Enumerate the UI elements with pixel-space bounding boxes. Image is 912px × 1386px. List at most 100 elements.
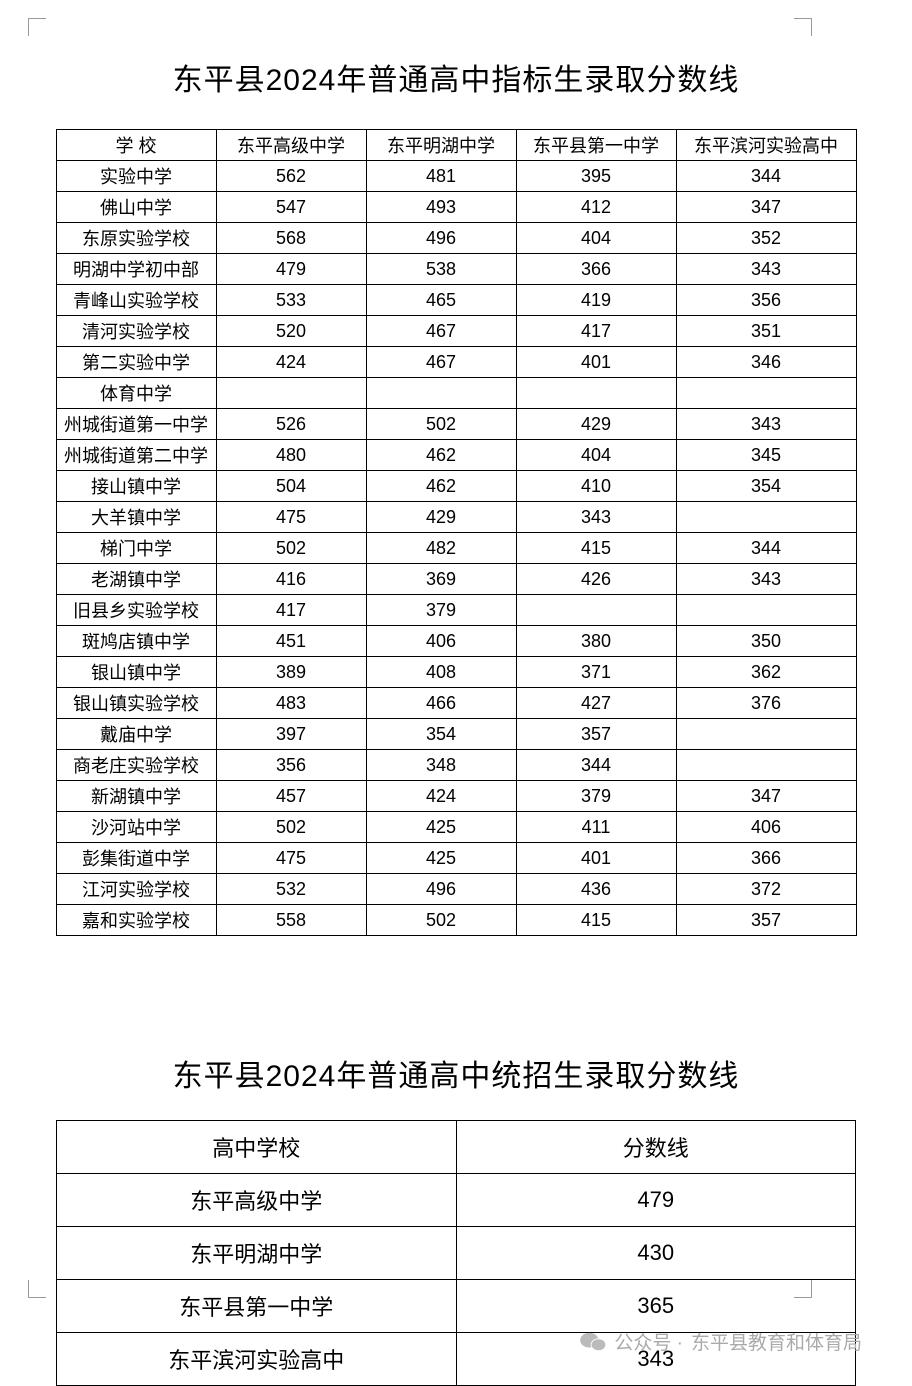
table-cell: 沙河站中学 xyxy=(56,812,216,843)
table-cell: 357 xyxy=(516,719,676,750)
table-cell: 379 xyxy=(366,595,516,626)
table-cell: 475 xyxy=(216,502,366,533)
table-cell: 青峰山实验学校 xyxy=(56,285,216,316)
table-cell: 清河实验学校 xyxy=(56,316,216,347)
table-cell: 366 xyxy=(516,254,676,285)
table-cell: 417 xyxy=(516,316,676,347)
col-diyi: 东平县第一中学 xyxy=(516,130,676,161)
table-cell: 404 xyxy=(516,223,676,254)
table-cell xyxy=(676,719,856,750)
table-cell: 斑鸠店镇中学 xyxy=(56,626,216,657)
col-binhe: 东平滨河实验高中 xyxy=(676,130,856,161)
table-cell xyxy=(676,595,856,626)
table-cell: 502 xyxy=(216,533,366,564)
table-cell xyxy=(516,378,676,409)
table-row: 州城街道第二中学480462404345 xyxy=(56,440,856,471)
table-cell xyxy=(676,378,856,409)
table-cell: 362 xyxy=(676,657,856,688)
table-row: 体育中学 xyxy=(56,378,856,409)
table-cell: 嘉和实验学校 xyxy=(56,905,216,936)
table-cell: 356 xyxy=(216,750,366,781)
col-school: 学 校 xyxy=(56,130,216,161)
table-cell: 395 xyxy=(516,161,676,192)
table-cell: 465 xyxy=(366,285,516,316)
col-highschool: 高中学校 xyxy=(57,1121,457,1174)
table-cell: 436 xyxy=(516,874,676,905)
table-cell: 商老庄实验学校 xyxy=(56,750,216,781)
table-cell: 344 xyxy=(676,533,856,564)
table-cell: 352 xyxy=(676,223,856,254)
col-gaoji: 东平高级中学 xyxy=(216,130,366,161)
table-cell: 401 xyxy=(516,347,676,378)
table-cell: 416 xyxy=(216,564,366,595)
table-cell xyxy=(216,378,366,409)
table-cell: 406 xyxy=(676,812,856,843)
table-cell: 480 xyxy=(216,440,366,471)
table-cell: 558 xyxy=(216,905,366,936)
table-cell: 427 xyxy=(516,688,676,719)
table-cell: 467 xyxy=(366,347,516,378)
table-cell: 411 xyxy=(516,812,676,843)
table-cell: 401 xyxy=(516,843,676,874)
table-cell: 425 xyxy=(366,812,516,843)
table-cell: 482 xyxy=(366,533,516,564)
table-row: 佛山中学547493412347 xyxy=(56,192,856,223)
table-row: 江河实验学校532496436372 xyxy=(56,874,856,905)
corner-mark-bl xyxy=(28,1280,46,1298)
table-row: 接山镇中学504462410354 xyxy=(56,471,856,502)
table-row: 新湖镇中学457424379347 xyxy=(56,781,856,812)
table-cell: 372 xyxy=(676,874,856,905)
table-row: 旧县乡实验学校417379 xyxy=(56,595,856,626)
table-row: 彭集街道中学475425401366 xyxy=(56,843,856,874)
table-cell: 354 xyxy=(366,719,516,750)
table-cell: 366 xyxy=(676,843,856,874)
table-row: 大羊镇中学475429343 xyxy=(56,502,856,533)
table-row: 沙河站中学502425411406 xyxy=(56,812,856,843)
table-cell: 502 xyxy=(366,409,516,440)
table-row: 第二实验中学424467401346 xyxy=(56,347,856,378)
table-cell: 520 xyxy=(216,316,366,347)
corner-mark-tr xyxy=(794,18,812,36)
table-cell xyxy=(516,595,676,626)
table-cell: 504 xyxy=(216,471,366,502)
table-cell: 戴庙中学 xyxy=(56,719,216,750)
table-cell: 502 xyxy=(366,905,516,936)
table-row: 东平明湖中学430 xyxy=(57,1227,856,1280)
table-row: 东原实验学校568496404352 xyxy=(56,223,856,254)
table1-header-row: 学 校 东平高级中学 东平明湖中学 东平县第一中学 东平滨河实验高中 xyxy=(56,130,856,161)
table-cell: 343 xyxy=(676,409,856,440)
table-row: 嘉和实验学校558502415357 xyxy=(56,905,856,936)
table-cell: 481 xyxy=(366,161,516,192)
table-cell: 426 xyxy=(516,564,676,595)
table-cell: 旧县乡实验学校 xyxy=(56,595,216,626)
table-row: 东平高级中学479 xyxy=(57,1174,856,1227)
table-cell: 479 xyxy=(456,1174,856,1227)
table-cell: 实验中学 xyxy=(56,161,216,192)
corner-mark-tl xyxy=(28,18,46,36)
table-cell: 475 xyxy=(216,843,366,874)
table-cell: 大羊镇中学 xyxy=(56,502,216,533)
table-cell: 526 xyxy=(216,409,366,440)
table-cell xyxy=(676,750,856,781)
table-cell: 380 xyxy=(516,626,676,657)
table-cell: 345 xyxy=(676,440,856,471)
table-cell: 东平高级中学 xyxy=(57,1174,457,1227)
table-row: 实验中学562481395344 xyxy=(56,161,856,192)
footer-org: 东平县教育和体育局 xyxy=(691,1328,862,1355)
table-cell: 466 xyxy=(366,688,516,719)
table-row: 斑鸠店镇中学451406380350 xyxy=(56,626,856,657)
table-row: 州城街道第一中学526502429343 xyxy=(56,409,856,440)
table-cell: 351 xyxy=(676,316,856,347)
table-cell: 佛山中学 xyxy=(56,192,216,223)
table-cell: 东平县第一中学 xyxy=(57,1280,457,1333)
table-cell: 354 xyxy=(676,471,856,502)
table-cell: 430 xyxy=(456,1227,856,1280)
table-cell: 343 xyxy=(676,564,856,595)
table-cell xyxy=(676,502,856,533)
table-cell: 429 xyxy=(516,409,676,440)
table-cell: 老湖镇中学 xyxy=(56,564,216,595)
table-cell: 379 xyxy=(516,781,676,812)
table-cell: 479 xyxy=(216,254,366,285)
table-cell: 451 xyxy=(216,626,366,657)
table-cell: 404 xyxy=(516,440,676,471)
